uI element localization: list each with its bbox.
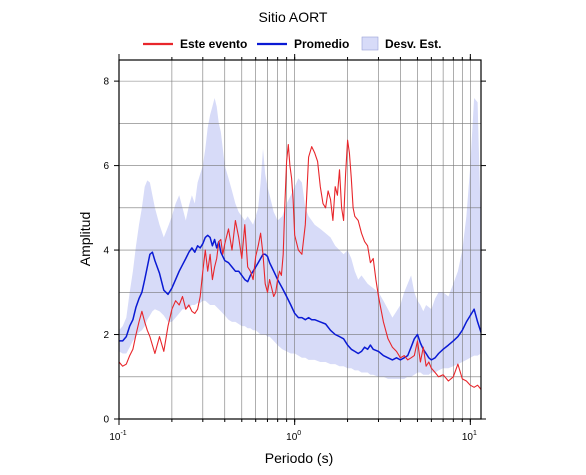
series-layer [118, 139, 482, 390]
y-tick-label: 6 [103, 161, 109, 172]
y-tick-label: 8 [103, 77, 109, 88]
legend-swatch-band [361, 36, 379, 51]
x-tick-label: 100 [286, 430, 301, 443]
series-line-mean [119, 234, 482, 361]
x-axis-label: Periodo (s) [265, 450, 333, 466]
y-tick-label: 2 [103, 330, 109, 341]
legend-label-event: Este evento [180, 37, 247, 51]
std-band-area [119, 98, 481, 379]
plot-border [118, 59, 482, 420]
x-tick-label: 101 [462, 430, 477, 443]
series-line-event [118, 139, 482, 390]
legend-label-mean: Promedio [294, 37, 349, 51]
tick-layer: 0 2 4 6 8 10-1 100 101 [103, 54, 486, 443]
std-band-layer [119, 98, 481, 379]
chart-title: Sitio AORT [259, 9, 328, 25]
y-tick-label: 0 [103, 415, 109, 426]
legend: Este evento Promedio Desv. Est. [143, 36, 441, 51]
x-tick-label: 10-1 [109, 430, 126, 443]
y-tick-label: 4 [103, 246, 109, 257]
plot-frame [118, 59, 482, 420]
legend-label-band: Desv. Est. [385, 37, 441, 51]
y-axis-label: Amplitud [77, 212, 93, 266]
